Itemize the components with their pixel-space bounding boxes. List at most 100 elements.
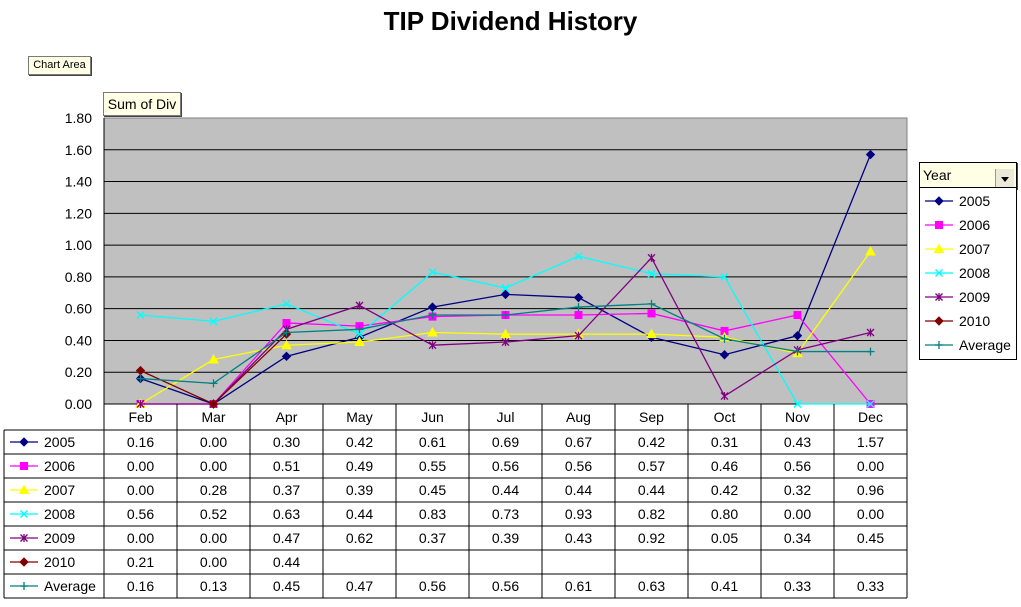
data-point	[428, 311, 437, 320]
table-cell: 0.93	[565, 506, 592, 522]
table-cell: 0.44	[565, 482, 592, 498]
row-label: 2007	[44, 482, 75, 498]
legend-entry-2005: 2005	[925, 193, 990, 209]
series-2008	[136, 252, 875, 409]
y-tick-label: 1.00	[65, 237, 92, 253]
table-cell: 0.49	[346, 458, 373, 474]
table-cell: 0.56	[419, 578, 446, 594]
table-cell: 0.39	[346, 482, 373, 498]
data-point	[792, 330, 803, 341]
table-cell: 0.42	[711, 482, 738, 498]
table-cell: 0.42	[346, 434, 373, 450]
table-cell: 0.82	[638, 506, 665, 522]
chart-area-button[interactable]: Chart Area	[28, 56, 91, 75]
series-average	[136, 299, 875, 388]
table-row-2005: 2005 0.16 0.00 0.30 0.42 0.61 0.69 0.67 0.42 0.31…	[10, 434, 884, 450]
row-label: 2010	[44, 554, 75, 570]
data-point	[865, 245, 876, 256]
table-cell: 0.00	[200, 530, 227, 546]
row-key-marker	[19, 437, 29, 447]
row-key-marker	[20, 462, 28, 470]
data-point	[574, 252, 583, 261]
table-cell: 0.33	[857, 578, 884, 594]
table-cell: 0.30	[273, 434, 300, 450]
data-point	[136, 310, 145, 320]
year-field-label: Year	[923, 167, 952, 183]
table-row-2009: 2009 0.00 0.00 0.47 0.62 0.37 0.39 0.43 0.92 0.05…	[10, 530, 884, 546]
legend-key-marker	[935, 293, 943, 301]
table-cell: 0.37	[273, 482, 300, 498]
data-point	[647, 309, 656, 318]
table-cell: 0.44	[273, 554, 300, 570]
data-point	[574, 331, 583, 340]
row-key-marker	[20, 534, 28, 542]
legend-label: 2009	[959, 289, 990, 305]
legend-entry-2008: 2008	[925, 265, 990, 281]
x-tick-label: Nov	[785, 409, 810, 425]
table-cell: 0.45	[857, 530, 884, 546]
x-tick-label: May	[346, 409, 372, 425]
legend-key-marker	[934, 196, 944, 206]
legend-label: 2006	[959, 217, 990, 233]
legend-label: Average	[959, 337, 1011, 353]
table-cell: 0.56	[127, 506, 154, 522]
legend-entry-2006: 2006	[925, 217, 990, 233]
data-point	[501, 338, 510, 347]
table-cell: 0.83	[419, 506, 446, 522]
data-point	[136, 374, 145, 383]
table-cell: 0.41	[711, 578, 738, 594]
x-tick-label: Sep	[639, 409, 664, 425]
table-cell: 0.62	[346, 530, 373, 546]
data-point	[355, 325, 364, 334]
table-cell: 0.73	[492, 506, 519, 522]
dropdown-button[interactable]	[995, 169, 1014, 187]
row-label: Average	[44, 578, 96, 594]
data-point	[501, 311, 510, 320]
series-2009	[136, 253, 875, 408]
data-point	[647, 269, 656, 278]
table-cell: 0.46	[711, 458, 738, 474]
table-cell: 0.13	[200, 578, 227, 594]
table-cell: 0.45	[419, 482, 446, 498]
row-key-marker	[19, 509, 29, 519]
table-cell: 0.00	[857, 458, 884, 474]
data-point	[428, 341, 437, 350]
data-point	[355, 330, 364, 339]
table-cell: 0.47	[346, 578, 373, 594]
data-point	[866, 328, 875, 337]
row-label: 2006	[44, 458, 75, 474]
x-tick-label: Mar	[201, 409, 225, 425]
data-point	[428, 268, 437, 277]
table-cell: 0.56	[565, 458, 592, 474]
data-point	[500, 328, 511, 339]
y-tick-label: 0.60	[65, 301, 92, 317]
table-cell: 0.43	[784, 434, 811, 450]
x-tick-label: Jun	[421, 409, 444, 425]
table-cell: 0.47	[273, 530, 300, 546]
row-label: 2005	[44, 434, 75, 450]
table-cell: 0.45	[273, 578, 300, 594]
y-tick-label: 1.80	[65, 110, 92, 126]
table-cell: 0.32	[784, 482, 811, 498]
table-cell: 0.44	[492, 482, 519, 498]
data-point	[647, 253, 656, 262]
data-point	[209, 379, 218, 388]
table-cell: 0.61	[565, 578, 592, 594]
data-point	[720, 392, 729, 401]
table-cell: 0.00	[784, 506, 811, 522]
chart-title: TIP Dividend History	[383, 6, 638, 36]
data-point	[208, 399, 219, 409]
data-point	[720, 334, 729, 343]
x-tick-label: Oct	[714, 409, 736, 425]
data-point	[574, 303, 583, 312]
legend-key-marker	[935, 341, 943, 349]
y-tick-label: 0.00	[65, 396, 92, 412]
table-cell: 0.44	[346, 506, 373, 522]
table-row-2010: 2010 0.21 0.00 0.44	[10, 554, 300, 570]
table-cell: 0.56	[492, 578, 519, 594]
data-field-button[interactable]: Sum of Div	[103, 92, 181, 116]
table-cell: 0.00	[200, 458, 227, 474]
legend-key-marker	[934, 316, 944, 326]
gridlines	[104, 149, 907, 373]
